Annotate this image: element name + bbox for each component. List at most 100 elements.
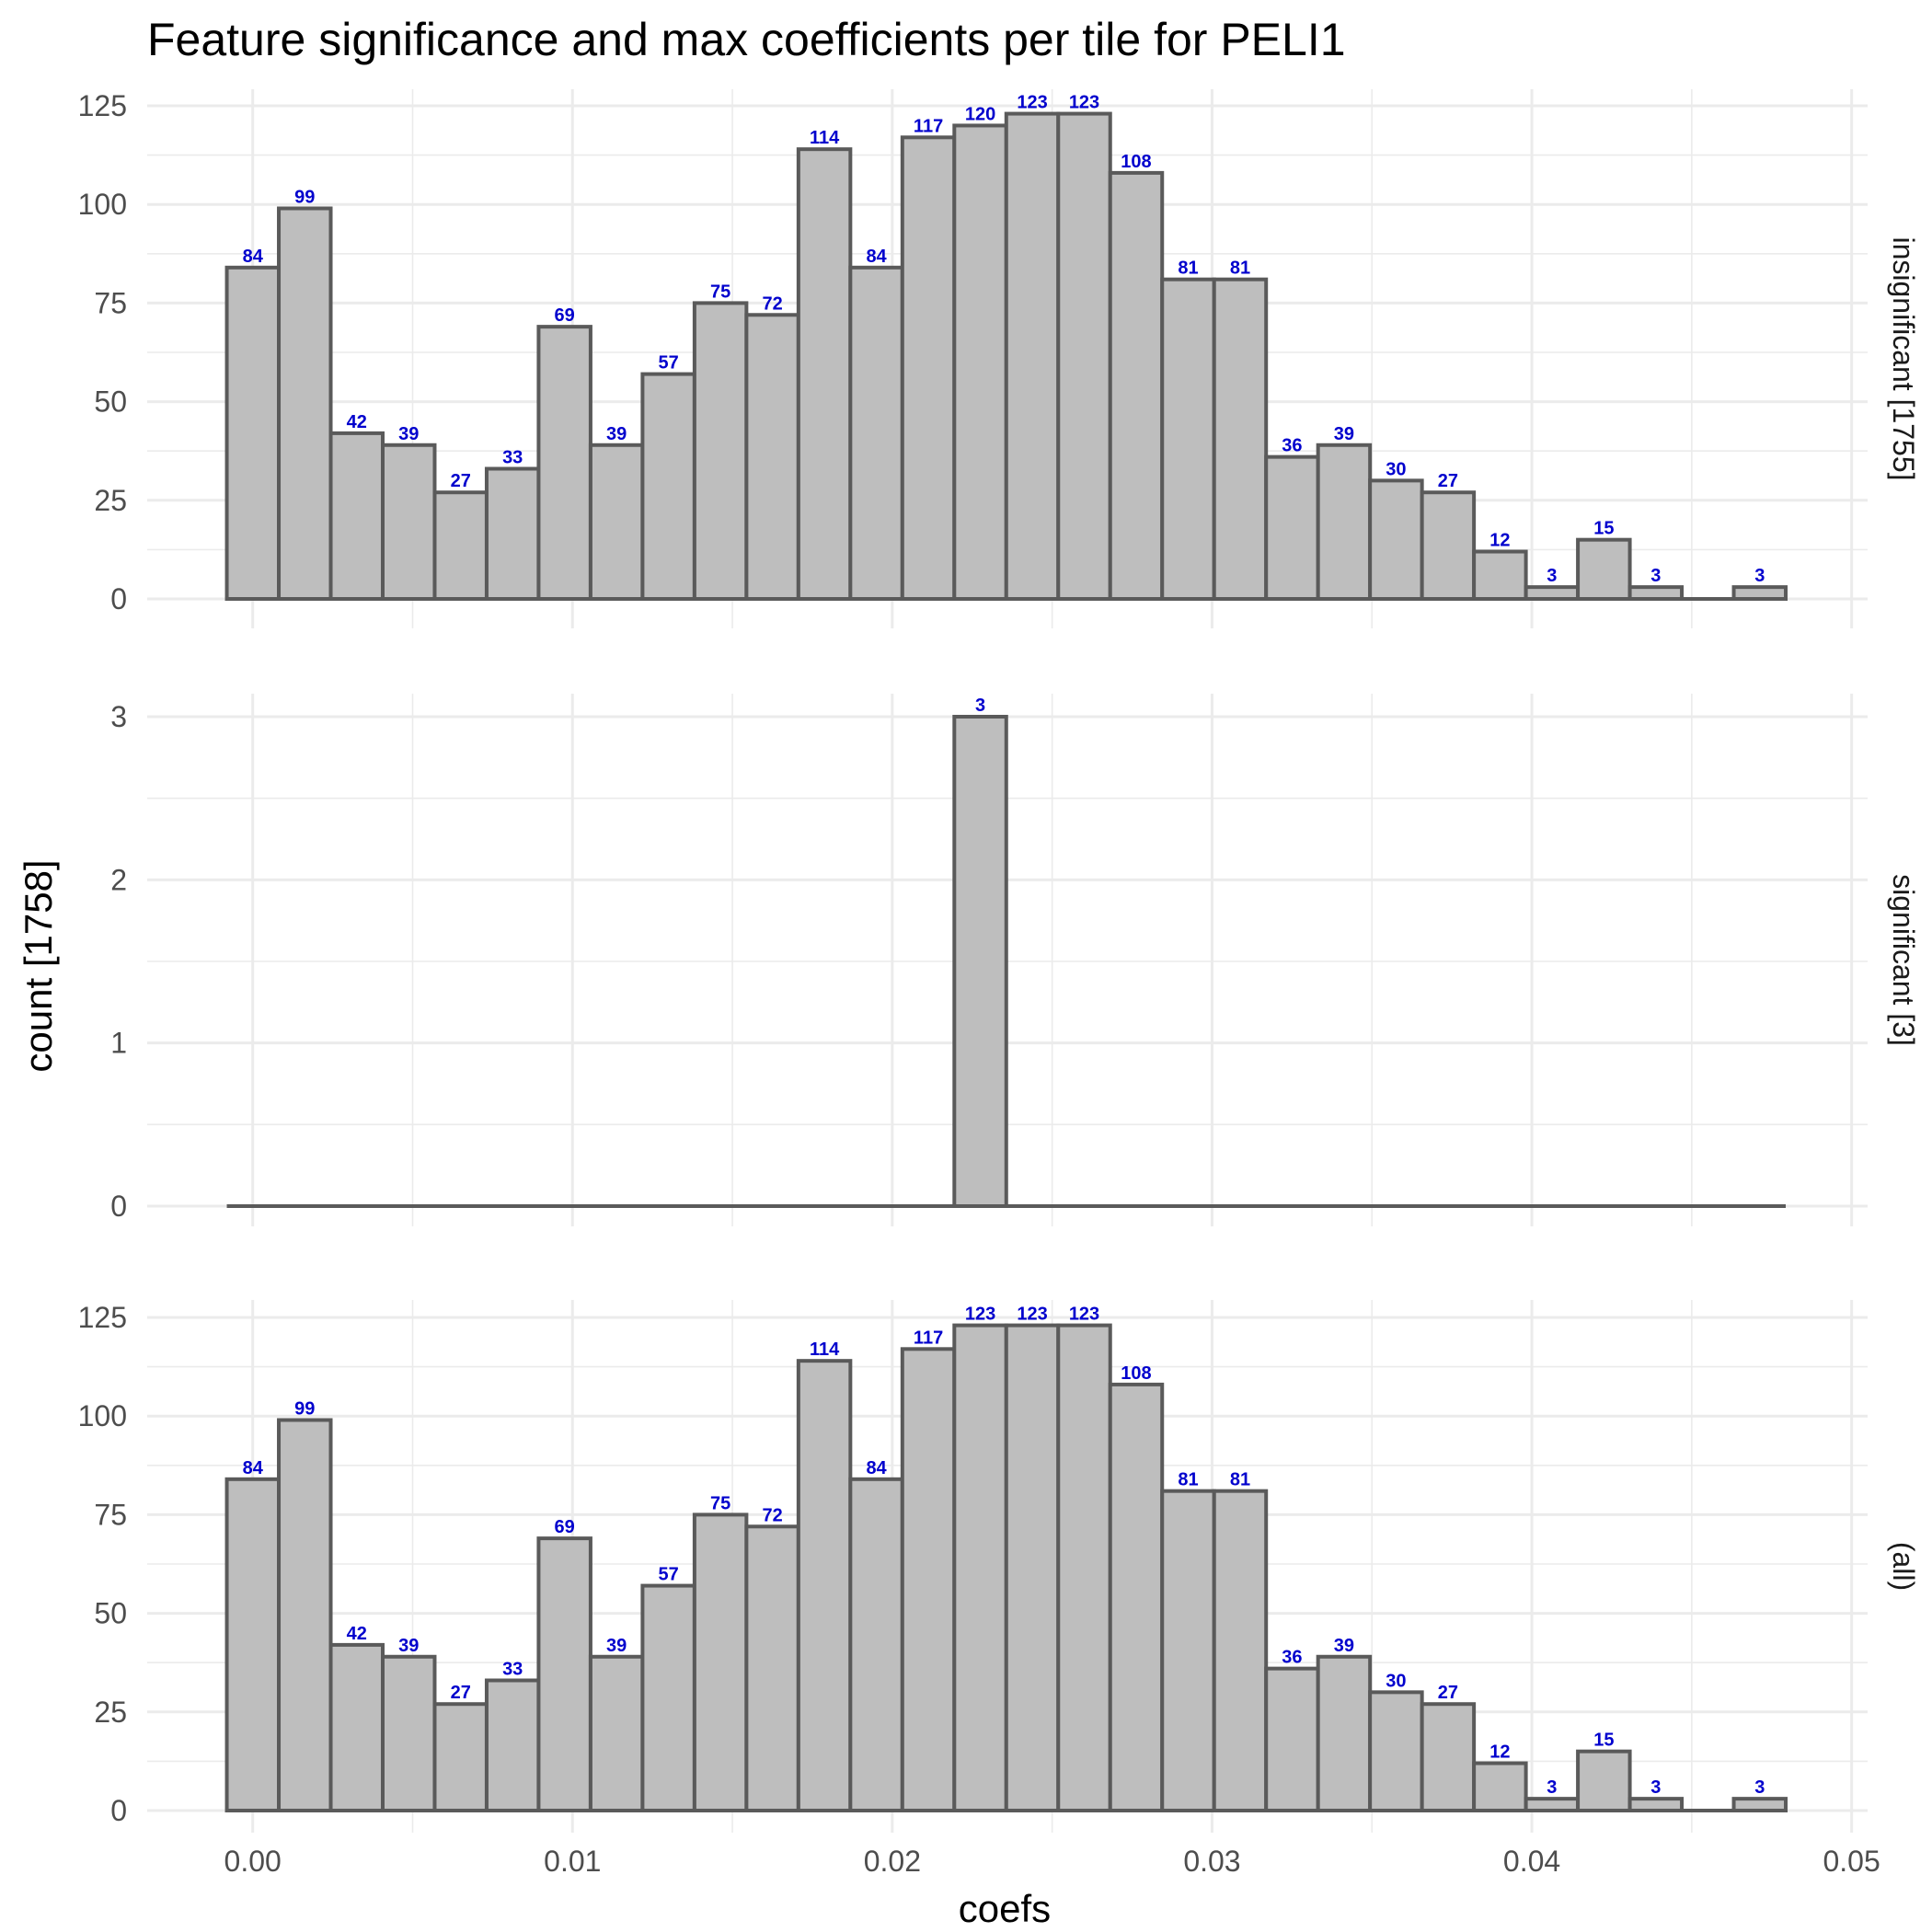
bar-count-label: 99	[294, 187, 315, 207]
histogram-bar	[1056, 1323, 1112, 1813]
bar-count-label: 12	[1489, 1742, 1510, 1763]
facet-panel-3: 0255075100125849942392733693957757211484…	[78, 1300, 1920, 1833]
histogram-bar	[692, 301, 749, 601]
histogram-bar	[1316, 443, 1373, 601]
y-tick-label: 0	[110, 582, 127, 615]
bar-count-label: 123	[1069, 93, 1099, 113]
histogram-bar	[1524, 585, 1581, 601]
histogram-bar	[796, 1359, 853, 1812]
bar-count-label: 123	[1069, 1305, 1099, 1325]
histogram-bar	[277, 206, 333, 601]
bar-count-label: 12	[1489, 531, 1510, 551]
y-tick-label: 75	[94, 1498, 127, 1531]
histogram-bar	[952, 715, 1008, 1208]
histogram-bar	[1420, 490, 1477, 601]
histogram-bar	[1004, 1323, 1061, 1813]
histogram-bar	[328, 431, 385, 601]
histogram-bar	[380, 1654, 437, 1812]
histogram-bar	[1524, 1797, 1581, 1812]
histogram-bar	[1108, 1382, 1165, 1812]
y-tick-label: 50	[94, 1597, 127, 1630]
histogram-bar	[1108, 170, 1165, 601]
histogram-bar	[1576, 537, 1632, 601]
y-axis-title: count [1758]	[17, 859, 60, 1072]
histogram-bar	[1576, 1749, 1632, 1813]
histogram-bar	[848, 265, 904, 601]
bar-count-label: 39	[1334, 1636, 1354, 1656]
histogram-bar	[1212, 1489, 1269, 1812]
histogram-bar	[1627, 585, 1685, 601]
bar-count-label: 3	[1547, 1777, 1557, 1798]
bar-count-label: 3	[1650, 1777, 1661, 1798]
histogram-bar	[1472, 1761, 1528, 1812]
bar-count-label: 69	[555, 1517, 575, 1537]
y-tick-label: 125	[78, 89, 127, 122]
y-tick-label: 50	[94, 385, 127, 419]
histogram-bar	[380, 443, 437, 601]
y-tick-label: 100	[78, 188, 127, 221]
x-tick-label: 0.01	[544, 1845, 601, 1878]
histogram-bar	[640, 372, 696, 602]
bar-count-label: 117	[914, 116, 943, 136]
bar-count-label: 57	[659, 353, 679, 374]
histogram-bar	[1731, 1797, 1788, 1812]
histogram-bar	[1212, 277, 1269, 601]
histogram-bar	[588, 443, 645, 601]
bar-count-label: 123	[965, 1305, 995, 1325]
x-tick-label: 0.03	[1183, 1845, 1240, 1878]
histogram-bar	[432, 1702, 489, 1812]
histogram-bar	[952, 1323, 1008, 1813]
x-axis-title: coefs	[959, 1887, 1051, 1930]
histogram-bar	[277, 1418, 333, 1813]
bar-count-label: 27	[451, 471, 471, 491]
bar-count-label: 99	[294, 1398, 315, 1419]
bar-count-label: 108	[1121, 152, 1151, 172]
bar-count-label: 3	[1650, 566, 1661, 586]
bar-count-label: 120	[965, 104, 995, 124]
y-tick-label: 25	[94, 484, 127, 517]
bar-count-label: 81	[1178, 259, 1198, 279]
bar-count-label: 36	[1282, 436, 1302, 456]
bar-count-label: 30	[1386, 1671, 1406, 1691]
histogram-bar	[1368, 478, 1424, 601]
histogram-bar	[484, 1678, 541, 1812]
bar-count-label: 114	[810, 128, 840, 148]
bar-count-label: 57	[659, 1565, 679, 1585]
bar-count-label: 33	[502, 1659, 523, 1679]
bar-count-label: 84	[866, 247, 887, 267]
histogram-bar	[796, 147, 853, 601]
histogram-bar	[900, 1347, 957, 1812]
y-tick-label: 2	[110, 863, 127, 896]
y-tick-label: 3	[110, 700, 127, 733]
bar-count-label: 3	[975, 696, 985, 716]
histogram-bar	[1316, 1654, 1373, 1812]
bar-count-label: 42	[347, 412, 367, 432]
bar-count-label: 117	[914, 1328, 943, 1348]
bar-count-label: 123	[1017, 93, 1047, 113]
x-tick-label: 0.00	[224, 1845, 282, 1878]
histogram-bar	[1004, 111, 1061, 602]
bar-count-label: 81	[1230, 259, 1250, 279]
histogram-bar	[744, 1524, 800, 1813]
histogram-bar	[1368, 1690, 1424, 1812]
histogram-bar	[1472, 549, 1528, 602]
histogram-bar	[536, 325, 592, 601]
bar-count-label: 84	[243, 1458, 264, 1478]
histogram-bar	[744, 313, 800, 601]
panels-layer: 0255075100125849942392733693957757211484…	[78, 89, 1920, 1833]
bar-count-label: 27	[1438, 1683, 1458, 1703]
histogram-bar	[1627, 1797, 1685, 1812]
bar-count-label: 30	[1386, 459, 1406, 479]
x-axis: 0.00 0.01 0.02 0.03 0.04 0.05	[224, 1845, 1880, 1878]
histogram-bar	[848, 1477, 904, 1812]
y-tick-label: 25	[94, 1696, 127, 1729]
bar-count-label: 33	[502, 447, 523, 467]
bar-count-label: 27	[1438, 471, 1458, 491]
bar-count-label: 81	[1178, 1470, 1198, 1490]
bar-count-label: 15	[1593, 519, 1614, 539]
bar-count-label: 114	[810, 1340, 840, 1360]
histogram-bar	[224, 265, 282, 601]
bar-count-label: 3	[1547, 566, 1557, 586]
bar-count-label: 39	[1334, 424, 1354, 444]
